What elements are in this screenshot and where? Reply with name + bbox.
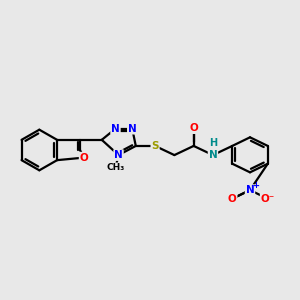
Text: S: S — [151, 141, 159, 151]
Text: O⁻: O⁻ — [261, 194, 275, 204]
Text: N: N — [246, 185, 254, 195]
Text: H: H — [209, 138, 217, 148]
Text: +: + — [253, 181, 260, 190]
Text: CH₃: CH₃ — [106, 163, 124, 172]
Text: O: O — [80, 153, 88, 163]
Text: O: O — [228, 194, 237, 204]
Text: N: N — [128, 124, 136, 134]
Text: N: N — [208, 150, 217, 160]
Text: N: N — [111, 124, 120, 134]
Text: N: N — [114, 150, 123, 160]
Text: O: O — [189, 123, 198, 133]
